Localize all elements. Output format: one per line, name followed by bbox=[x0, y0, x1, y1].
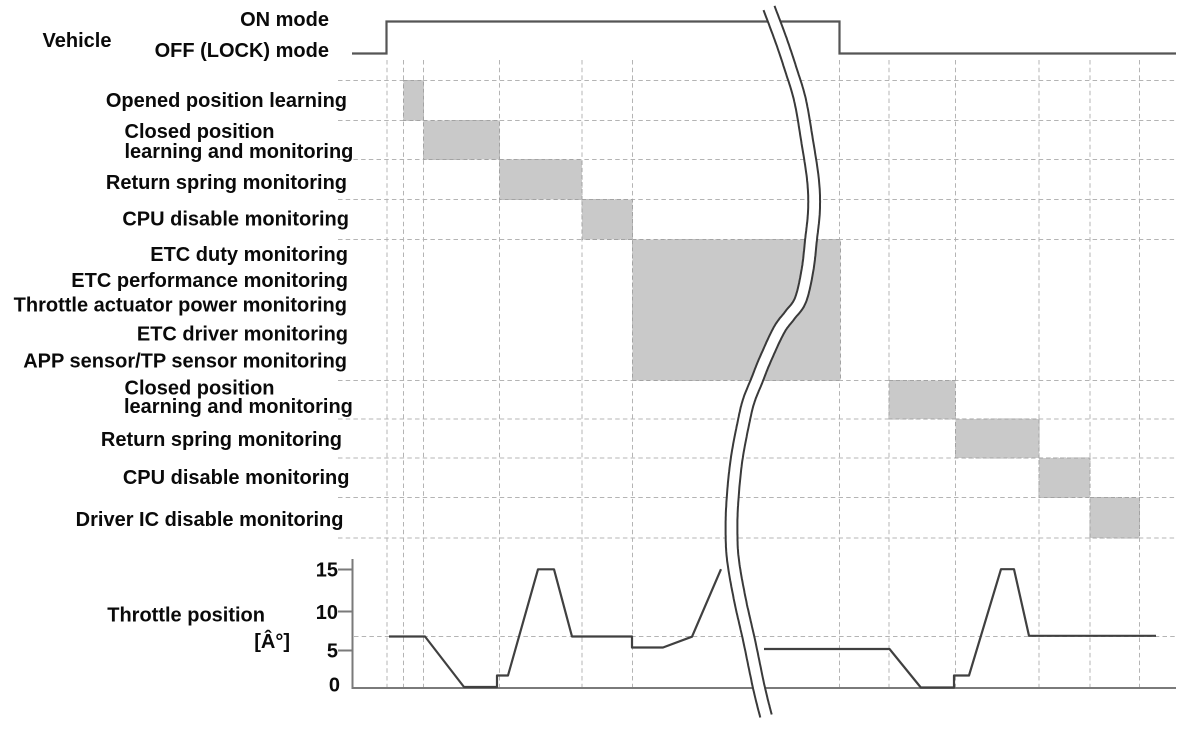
svg-text:Throttle actuator power monito: Throttle actuator power monitoring bbox=[14, 295, 347, 317]
svg-text:Vehicle: Vehicle bbox=[43, 30, 112, 52]
svg-text:Return spring monitoring: Return spring monitoring bbox=[101, 429, 342, 451]
svg-text:CPU disable monitoring: CPU disable monitoring bbox=[123, 467, 350, 489]
svg-text:OFF (LOCK) mode: OFF (LOCK) mode bbox=[155, 40, 329, 62]
svg-text:APP sensor/TP sensor monitorin: APP sensor/TP sensor monitoring bbox=[23, 351, 347, 373]
svg-text:Opened position learning: Opened position learning bbox=[106, 90, 347, 112]
svg-text:Closed position: Closed position bbox=[125, 121, 275, 143]
svg-text:CPU disable monitoring: CPU disable monitoring bbox=[122, 209, 349, 231]
svg-text:5: 5 bbox=[327, 641, 338, 663]
svg-text:Closed position: Closed position bbox=[125, 378, 275, 400]
svg-text:0: 0 bbox=[329, 675, 340, 697]
svg-text:learning and monitoring: learning and monitoring bbox=[124, 396, 353, 418]
svg-text:ON mode: ON mode bbox=[240, 9, 329, 31]
svg-text:learning and monitoring: learning and monitoring bbox=[125, 141, 354, 163]
svg-text:Return spring monitoring: Return spring monitoring bbox=[106, 172, 347, 194]
svg-text:ETC performance monitoring: ETC performance monitoring bbox=[71, 270, 348, 292]
svg-text:ETC duty monitoring: ETC duty monitoring bbox=[150, 244, 348, 266]
svg-text:15: 15 bbox=[316, 560, 338, 582]
svg-text:Throttle position: Throttle position bbox=[107, 605, 265, 627]
svg-text:Driver IC disable monitoring: Driver IC disable monitoring bbox=[76, 509, 344, 531]
svg-text:ETC driver monitoring: ETC driver monitoring bbox=[137, 324, 348, 346]
svg-text:[Â°]: [Â°] bbox=[254, 629, 290, 653]
svg-text:10: 10 bbox=[316, 602, 338, 624]
